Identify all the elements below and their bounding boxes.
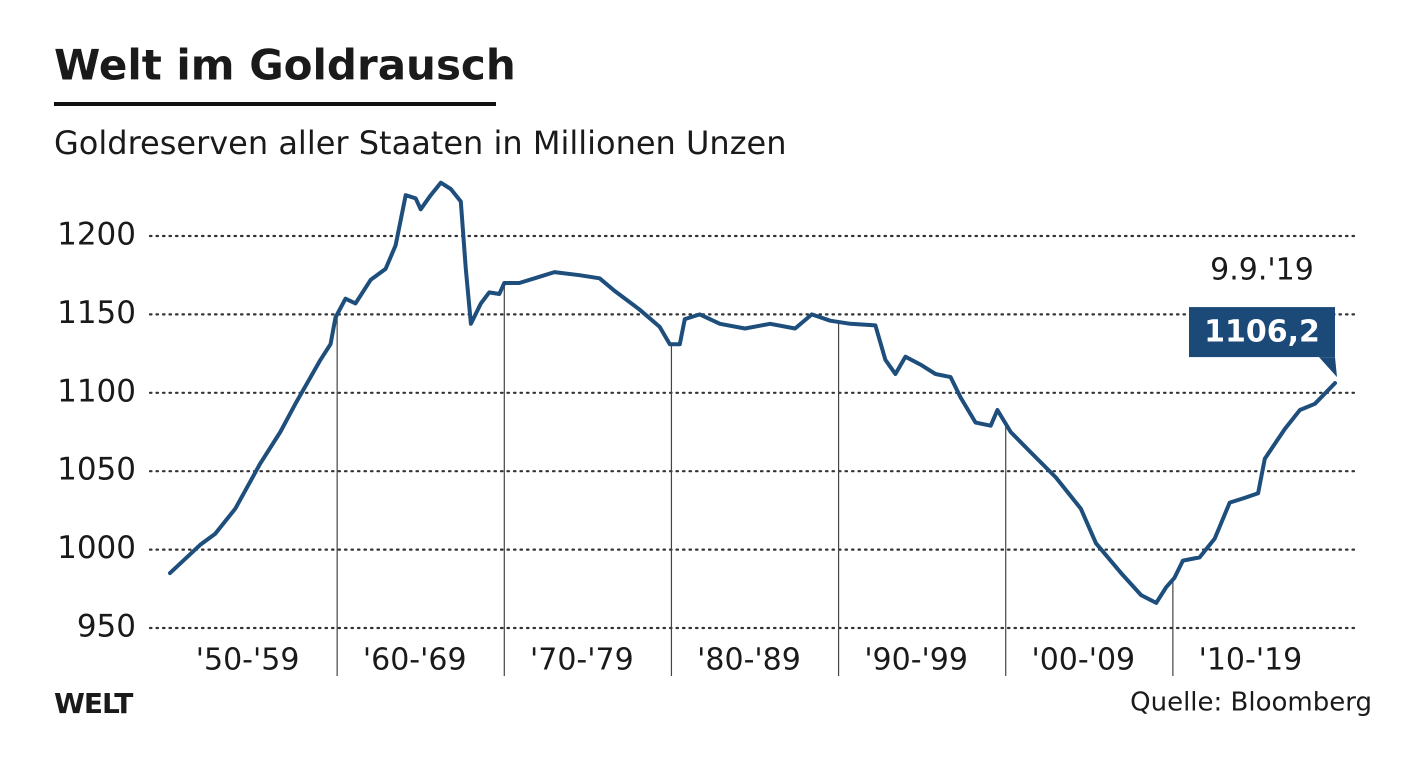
x-category-label: '80-'89 xyxy=(697,643,801,678)
callout-pointer xyxy=(1319,357,1337,378)
x-category-label: '60-'69 xyxy=(363,643,467,678)
x-category-label: '00-'09 xyxy=(1031,643,1135,678)
chart-subtitle: Goldreserven aller Staaten in Millionen … xyxy=(54,124,786,162)
y-tick-label: 1200 xyxy=(57,217,136,253)
y-tick-label: 1150 xyxy=(57,295,136,331)
series-line xyxy=(168,180,1337,605)
title-rule xyxy=(54,102,496,106)
x-category-label: '10-'19 xyxy=(1199,643,1303,678)
y-tick-label: 1100 xyxy=(57,373,136,409)
y-tick-label: 950 xyxy=(77,609,136,645)
x-category-label: '50-'59 xyxy=(196,643,300,678)
y-tick-label: 1000 xyxy=(57,530,136,566)
value-label: 1106,2 xyxy=(1204,315,1320,350)
chart-title: Welt im Goldrausch xyxy=(54,41,516,90)
x-category-label: '90-'99 xyxy=(864,643,968,678)
logo: WELT xyxy=(54,687,133,720)
x-category-label: '70-'79 xyxy=(530,643,634,678)
source: Quelle: Bloomberg xyxy=(1130,688,1372,718)
y-tick-label: 1050 xyxy=(57,452,136,488)
callout-box xyxy=(1189,307,1335,358)
annotation: 9.9.'19 xyxy=(1210,253,1314,288)
